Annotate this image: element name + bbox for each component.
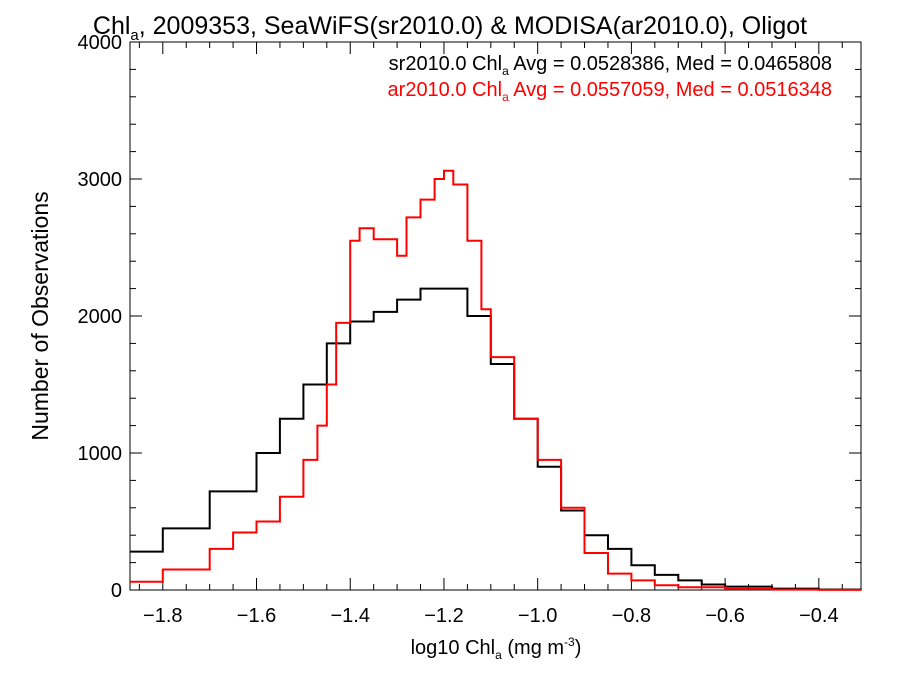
y-tick-label: 0 — [111, 580, 122, 602]
series-line-1 — [130, 287, 862, 591]
y-axis-label: Number of Observations — [27, 191, 53, 440]
xlabel-superscript: -3 — [564, 635, 575, 649]
annotations: sr2010.0 Chla Avg = 0.0528386, Med = 0.0… — [388, 53, 832, 104]
x-tick-label: −1.2 — [424, 605, 463, 627]
annotation-suffix: Avg = 0.0557059, Med = 0.0516348 — [509, 79, 832, 101]
x-tick-label: −1.4 — [330, 605, 369, 627]
annotation-prefix: ar2010.0 Chl — [388, 79, 503, 101]
xlabel-subscript: a — [495, 648, 502, 662]
annotation-subscript: a — [502, 90, 509, 104]
axis-ticks — [130, 41, 861, 591]
xlabel-units: (mg m — [502, 637, 564, 659]
x-tick-label: −0.8 — [612, 605, 651, 627]
annotation-prefix: sr2010.0 Chl — [389, 53, 502, 75]
series-line-2 — [130, 169, 862, 591]
annotation-suffix: Avg = 0.0528386, Med = 0.0465808 — [509, 53, 832, 75]
annotation-subscript: a — [502, 64, 509, 78]
plot-frame — [129, 41, 862, 591]
y-tick-label: 3000 — [78, 169, 123, 191]
tick-labels: −1.8 −1.6 −1.4 −1.2 −1.0 −0.8 −0.6 −0.4 0 1000 200… — [78, 32, 839, 627]
series-lines — [130, 169, 862, 591]
x-axis-label: log10 Chla (mg m-3) — [411, 635, 582, 662]
annotation-1: sr2010.0 Chla Avg = 0.0528386, Med = 0.0… — [389, 53, 832, 78]
x-tick-label: −1.6 — [237, 605, 276, 627]
title-main: Chl — [93, 12, 131, 40]
title-subscript: a — [130, 27, 139, 44]
xlabel-close: ) — [575, 637, 582, 659]
xlabel-main: log10 Chl — [411, 637, 496, 659]
y-tick-label: 2000 — [78, 306, 123, 328]
title-rest: , 2009353, SeaWiFS(sr2010.0) & MODISA(ar… — [139, 12, 807, 40]
x-tick-label: −0.4 — [799, 605, 838, 627]
x-tick-label: −0.6 — [705, 605, 744, 627]
annotation-2: ar2010.0 Chla Avg = 0.0557059, Med = 0.0… — [388, 79, 832, 104]
x-tick-label: −1.8 — [143, 605, 182, 627]
y-tick-label: 4000 — [78, 32, 123, 54]
x-tick-label: −1.0 — [518, 605, 557, 627]
y-tick-label: 1000 — [78, 443, 123, 465]
chart-title: Chla, 2009353, SeaWiFS(sr2010.0) & MODIS… — [93, 12, 807, 44]
